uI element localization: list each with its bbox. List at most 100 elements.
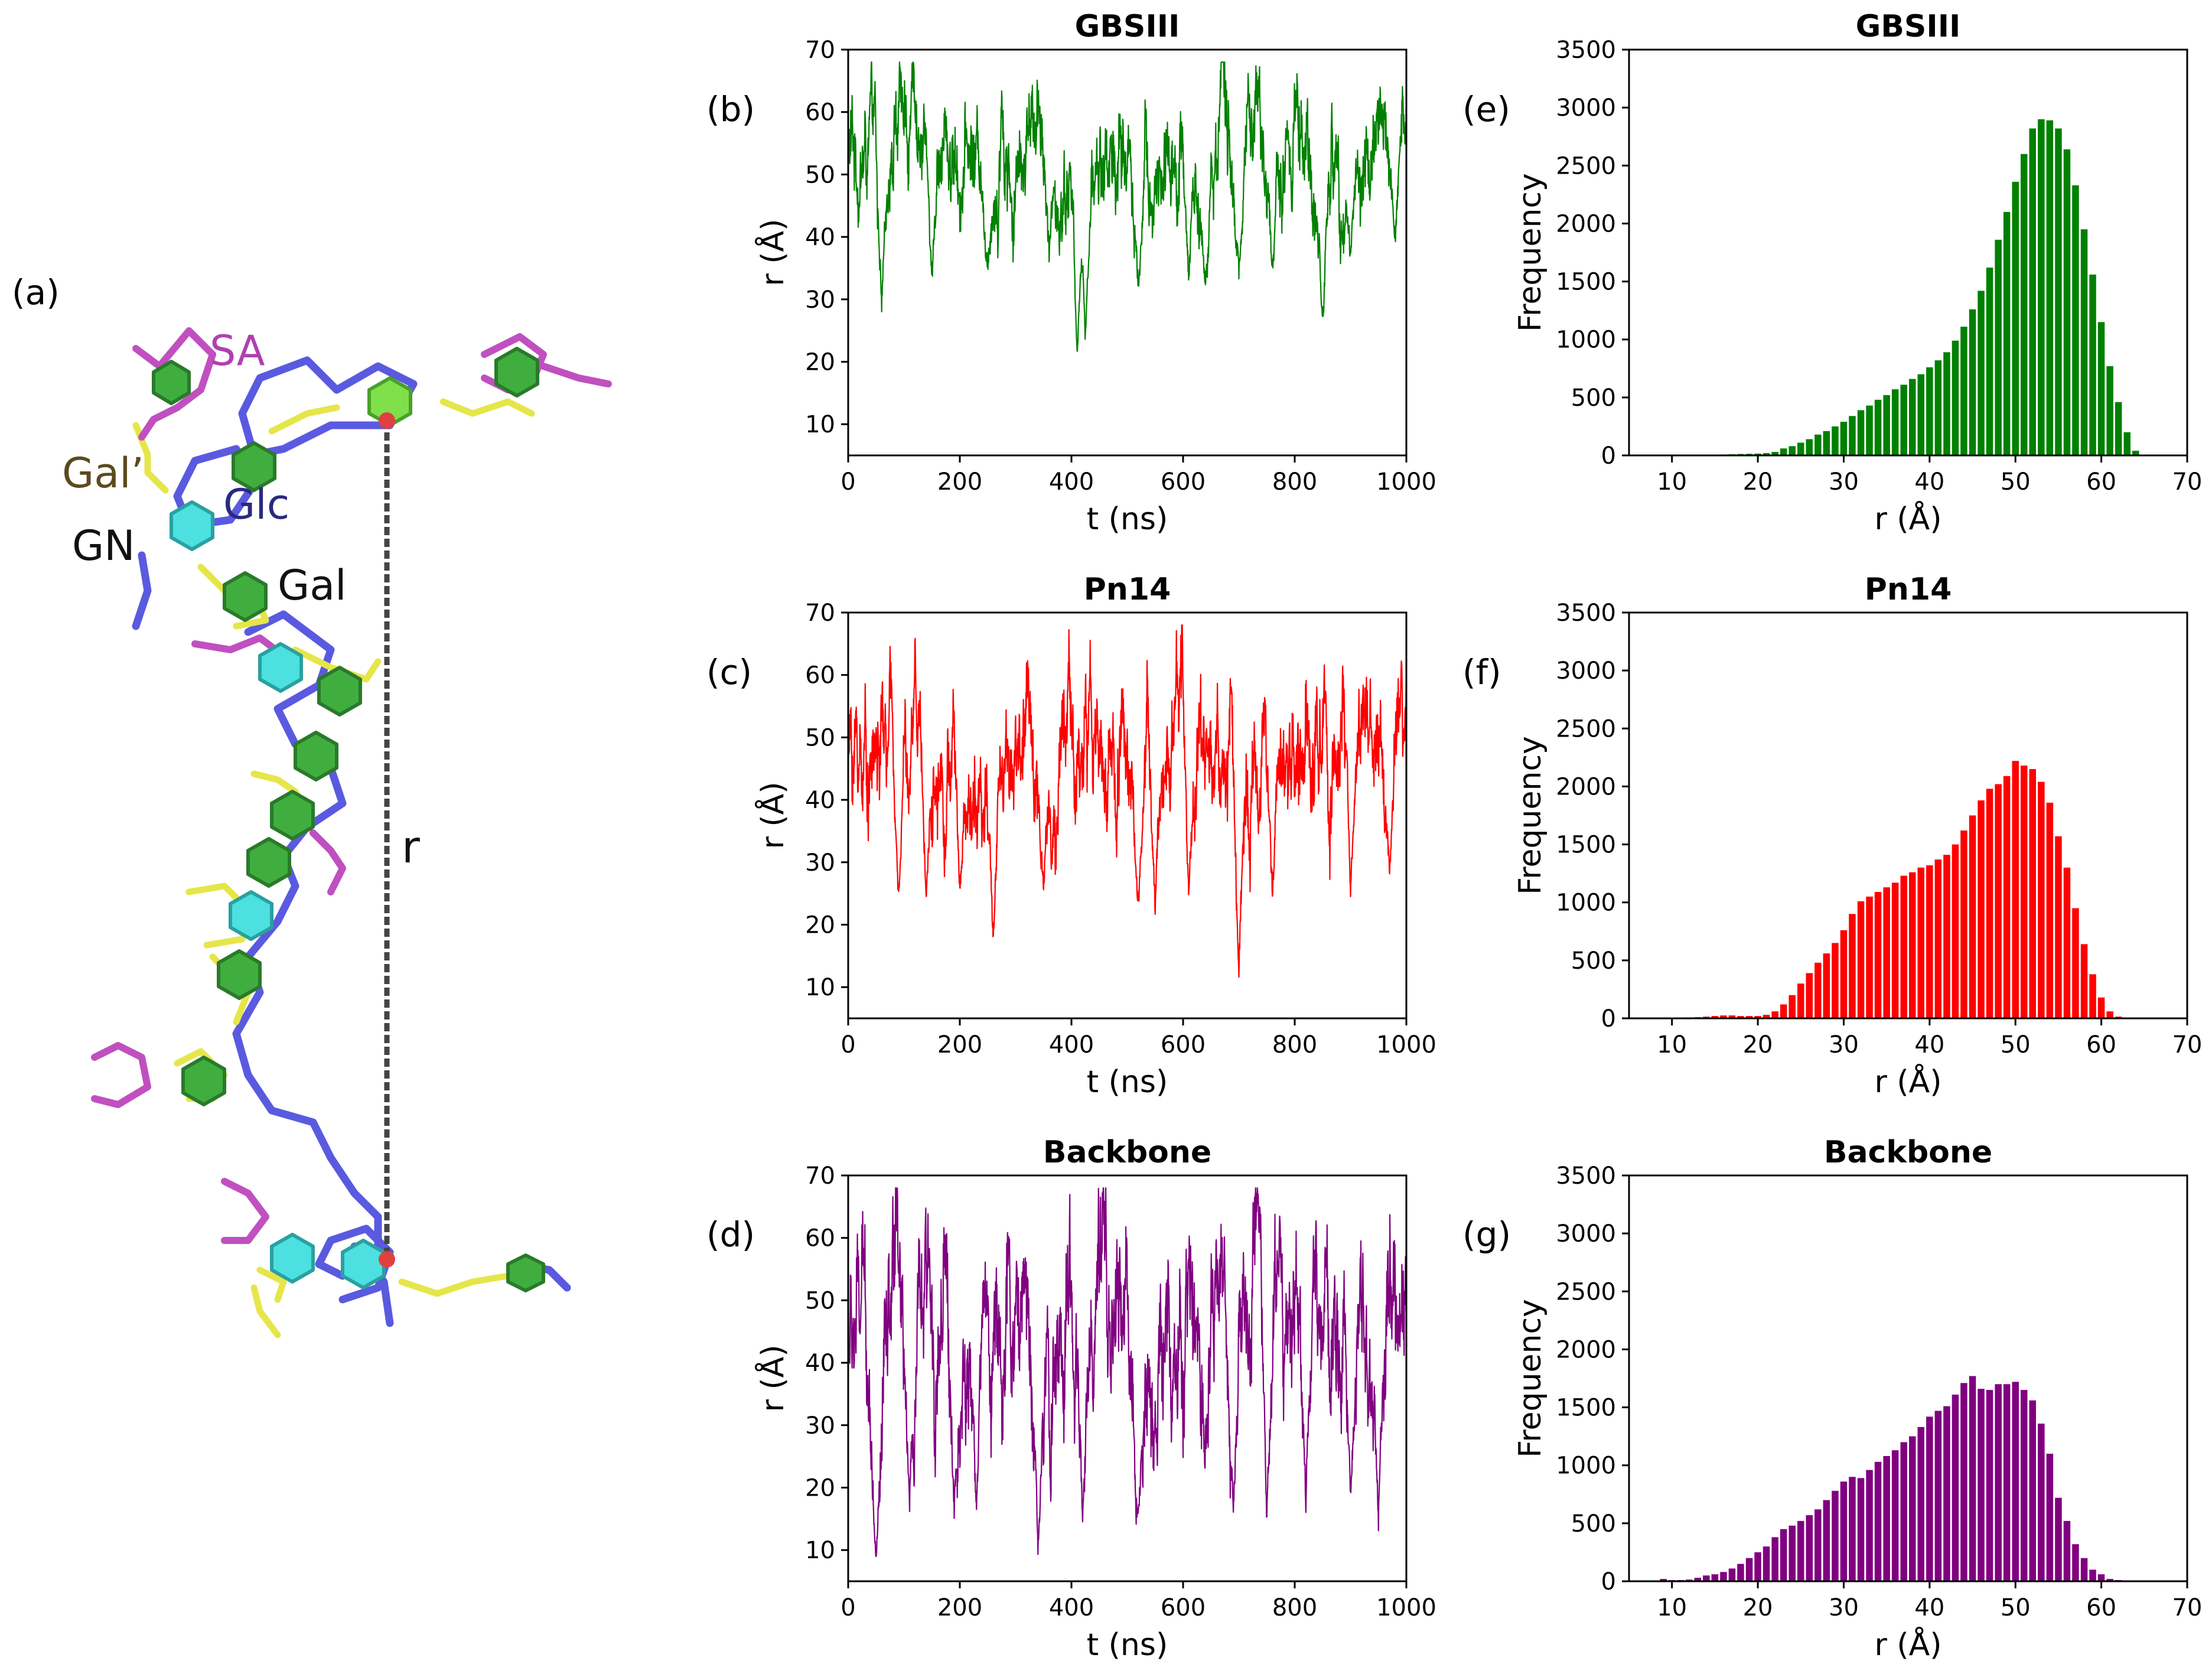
histogram-bar <box>1832 426 1839 455</box>
histogram-bar <box>1797 983 1804 1018</box>
histogram-bar <box>1832 1490 1839 1581</box>
histogram-bar <box>1909 872 1916 1018</box>
histogram-bar <box>1806 973 1813 1018</box>
histogram-bar <box>1917 374 1924 455</box>
histogram-bar <box>1849 914 1856 1018</box>
histogram-bar <box>1840 422 1848 455</box>
y-tick-label: 3000 <box>1556 1220 1616 1248</box>
y-tick-label: 50 <box>805 161 835 188</box>
x-tick-label: 600 <box>1161 1594 1206 1621</box>
x-tick-label: 20 <box>1743 1594 1773 1621</box>
histogram-bar <box>1926 367 1933 455</box>
histogram-bar <box>1866 896 1873 1018</box>
histogram-bar <box>1952 844 1959 1018</box>
histogram-bar <box>1771 1011 1778 1018</box>
y-tick-label: 10 <box>805 1537 835 1564</box>
histogram-bar <box>1900 875 1907 1018</box>
histogram-bar <box>1771 1537 1778 1581</box>
histogram-bar <box>1840 930 1848 1018</box>
x-tick-label: 70 <box>2172 1594 2203 1621</box>
chart-title: Backbone <box>1824 1135 1992 1170</box>
histogram-bar <box>2003 776 2011 1018</box>
histogram-bar <box>2072 1544 2079 1581</box>
y-tick-label: 0 <box>1601 1568 1616 1595</box>
y-tick-label: 2500 <box>1556 1278 1616 1305</box>
histogram-bar <box>1857 1478 1865 1581</box>
y-tick-label: 2500 <box>1556 152 1616 180</box>
x-tick-label: 50 <box>2001 1594 2031 1621</box>
histogram-bar <box>2029 769 2036 1018</box>
x-tick-label: 10 <box>1657 1031 1687 1059</box>
y-tick-label: 50 <box>805 1287 835 1314</box>
histogram-bar <box>2003 1384 2011 1581</box>
x-axis-label: r (Å) <box>1874 1063 1941 1100</box>
histogram-bar <box>1780 1004 1787 1018</box>
histogram-bar <box>1874 1461 1882 1581</box>
chart-d: Backbone 0 200 400 600 800 1000 10 20 30 40 50 60 70 t… <box>754 1135 1436 1663</box>
histogram-bar <box>1763 1015 1770 1018</box>
histogram-bar <box>1874 399 1882 455</box>
x-tick-label: 20 <box>1743 468 1773 496</box>
label-gal: Gal <box>278 561 347 610</box>
histogram-bar <box>1789 1525 1796 1581</box>
x-tick-label: 0 <box>841 1594 855 1621</box>
histogram-bar <box>1737 1564 1744 1581</box>
histogram-bar <box>2046 1454 2054 1581</box>
chart-title: Pn14 <box>1084 572 1171 607</box>
y-tick-label: 1000 <box>1556 327 1616 354</box>
histogram-bar <box>1857 901 1865 1018</box>
histogram-bar <box>1780 448 1787 455</box>
histogram-bar <box>2072 185 2079 455</box>
y-tick-label: 1500 <box>1556 832 1616 859</box>
data-series-line <box>847 61 1408 352</box>
y-tick-label: 500 <box>1571 1510 1616 1538</box>
y-axis-label: Frequency <box>1513 1299 1548 1458</box>
x-axis-label: r (Å) <box>1874 1626 1941 1663</box>
histogram-bar <box>1952 1395 1959 1581</box>
data-series-line <box>847 1187 1408 1557</box>
y-tick-label: 0 <box>1601 1005 1616 1033</box>
y-tick-label: 20 <box>805 349 835 376</box>
histogram-bar <box>1934 1411 1942 1581</box>
histogram-bar <box>1797 1520 1804 1581</box>
histogram-bar <box>2097 1574 2105 1581</box>
histogram-bar <box>2115 402 2122 455</box>
x-tick-label: 200 <box>937 1594 982 1621</box>
histogram-bar <box>1763 1546 1770 1581</box>
histogram-bar <box>1952 340 1959 455</box>
x-tick-label: 10 <box>1657 1594 1687 1621</box>
histogram-bar <box>1780 1529 1787 1581</box>
histogram-bar <box>2021 766 2028 1018</box>
histogram-bar <box>1917 867 1924 1018</box>
y-tick-label: 2000 <box>1556 1336 1616 1363</box>
panel-label-d: (d) <box>706 1214 755 1255</box>
y-tick-label: 10 <box>805 411 835 438</box>
histogram-bar <box>1745 1558 1753 1581</box>
y-tick-label: 1500 <box>1556 269 1616 296</box>
y-tick-label: 3000 <box>1556 95 1616 122</box>
y-axis-label: Frequency <box>1513 736 1548 895</box>
y-tick-label: 70 <box>805 1162 835 1190</box>
y-tick-label: 1000 <box>1556 1452 1616 1480</box>
x-tick-label: 40 <box>1914 1594 1944 1621</box>
y-tick-label: 500 <box>1571 385 1616 412</box>
chart-c: Pn14 0 200 400 600 800 1000 10 20 30 40 50 60 70 t (ns… <box>754 572 1436 1100</box>
histogram-bar <box>1832 943 1839 1018</box>
histogram-bar <box>1883 1456 1890 1581</box>
y-tick-label: 20 <box>805 911 835 939</box>
chart-e: GBSIII 10 20 30 40 50 60 70 0 500 1000 1500 2000 2500… <box>1513 9 2202 537</box>
histogram-bar <box>1857 410 1865 455</box>
y-tick-label: 20 <box>805 1474 835 1502</box>
histogram-bar <box>2055 836 2062 1018</box>
histogram-bar <box>2080 1558 2088 1581</box>
x-tick-label: 600 <box>1161 1031 1206 1059</box>
histogram-bar <box>1814 1509 1822 1581</box>
histogram-bar <box>1789 995 1796 1018</box>
histogram-bar <box>1660 1579 1667 1581</box>
histogram-bar <box>1763 453 1770 455</box>
x-tick-label: 70 <box>2172 468 2203 496</box>
histogram-bar <box>1874 892 1882 1018</box>
y-tick-label: 40 <box>805 787 835 814</box>
histogram-bar <box>2097 322 2105 455</box>
histogram-bar <box>1720 1572 1727 1581</box>
